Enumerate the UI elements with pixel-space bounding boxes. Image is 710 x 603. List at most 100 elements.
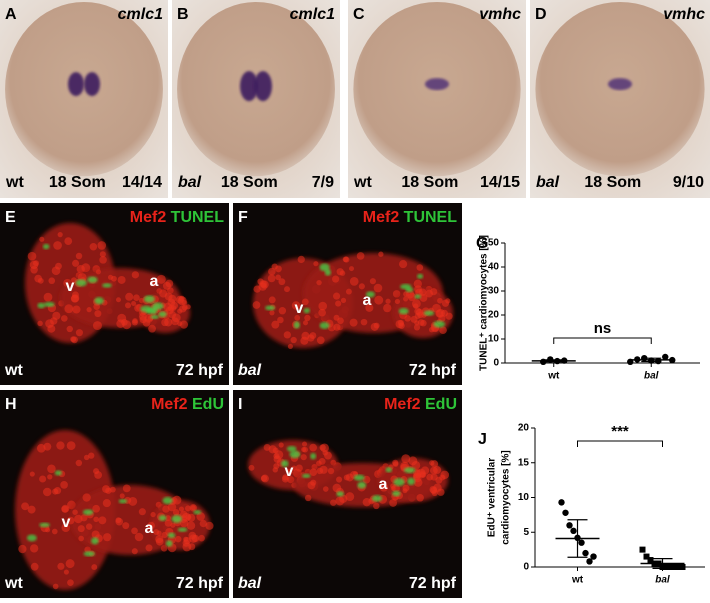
panel-letter: E: [5, 209, 16, 226]
nucleus: [429, 460, 435, 466]
nucleus: [309, 468, 318, 476]
point: [667, 564, 674, 570]
nucleus: [93, 516, 99, 523]
nucleus: [131, 548, 138, 555]
nucleus: [72, 305, 81, 314]
y-tick-label: 40: [488, 262, 500, 273]
stage: 72 hpf: [409, 575, 457, 592]
nucleus: [349, 318, 358, 327]
panel-letter: A: [5, 6, 17, 23]
genotype: bal: [178, 174, 202, 191]
nucleus: [394, 298, 401, 305]
nucleus: [415, 308, 424, 316]
nucleus: [268, 296, 276, 304]
y-axis-label: EdU⁺ ventricular: [487, 458, 498, 537]
y-tick-label: 10: [518, 492, 530, 503]
nucleus: [333, 323, 341, 331]
nucleus: [307, 334, 315, 342]
nucleus: [316, 460, 322, 467]
nucleus: [420, 466, 430, 475]
nucleus: [83, 454, 90, 461]
nucleus: [29, 544, 39, 553]
stage: 18 Som: [221, 174, 278, 191]
nucleus: [98, 516, 107, 525]
gene-label: cmlc1: [118, 6, 163, 23]
nucleus: [267, 274, 276, 283]
nucleus: [416, 264, 424, 271]
count: 14/14: [122, 174, 162, 191]
y-tick-label: 15: [518, 457, 530, 468]
nucleus: [281, 475, 289, 483]
nucleus: [94, 471, 103, 479]
nucleus: [332, 275, 340, 283]
point: [562, 509, 569, 516]
nucleus: [67, 579, 74, 586]
nucleus: [287, 343, 293, 350]
nucleus: [115, 297, 121, 303]
nucleus: [185, 514, 192, 520]
nucleus: [63, 569, 69, 575]
nucleus: [373, 502, 380, 510]
nucleus: [82, 493, 91, 502]
nucleus: [419, 294, 428, 302]
y-tick-label: 20: [518, 423, 530, 434]
panel-letter: H: [5, 396, 17, 413]
nucleus: [162, 281, 172, 290]
y-tick-label: 5: [523, 527, 529, 538]
green-cell: [324, 269, 331, 276]
nucleus: [302, 320, 309, 326]
y-tick-label: 10: [488, 334, 500, 345]
nucleus: [156, 274, 166, 284]
nucleus: [290, 336, 297, 344]
stain-labels: Mef2 EdU: [151, 396, 224, 413]
nucleus: [248, 464, 255, 471]
y-tick-label: 20: [488, 310, 500, 321]
nucleus: [389, 498, 398, 507]
nucleus: [52, 583, 59, 590]
point: [639, 546, 646, 553]
nucleus: [184, 505, 192, 512]
nucleus: [430, 473, 438, 481]
stage: 18 Som: [584, 174, 641, 191]
panel-letter: F: [238, 209, 248, 226]
panel-letter: G: [476, 235, 488, 252]
point: [647, 557, 654, 564]
region-label: a: [145, 520, 154, 537]
nucleus: [170, 522, 176, 528]
nucleus: [119, 493, 125, 499]
x-tick-label: wt: [571, 575, 584, 586]
nucleus: [131, 527, 138, 535]
nucleus: [86, 307, 92, 313]
nucleus: [21, 502, 29, 511]
region-label: a: [150, 273, 159, 290]
nucleus: [416, 494, 424, 502]
nucleus: [161, 318, 169, 327]
y-tick-label: 0: [493, 358, 499, 369]
stain-labels: Mef2 TUNEL: [363, 209, 457, 226]
nucleus: [196, 512, 205, 521]
nucleus: [18, 544, 27, 554]
nucleus: [61, 505, 69, 513]
nucleus: [122, 320, 132, 330]
green-cell: [265, 305, 276, 311]
nucleus: [273, 463, 280, 470]
green-cell: [26, 534, 37, 542]
nucleus: [133, 294, 140, 302]
stain1: Mef2: [130, 209, 167, 226]
nucleus: [330, 459, 337, 466]
green-cell: [171, 515, 183, 523]
nucleus: [53, 487, 62, 495]
panel-letter: C: [353, 6, 365, 23]
nucleus: [415, 472, 422, 479]
nucleus: [34, 274, 43, 283]
nucleus: [165, 515, 172, 522]
nucleus: [360, 318, 368, 326]
nucleus: [150, 511, 156, 518]
nucleus: [301, 298, 309, 306]
green-cell: [44, 301, 55, 307]
nucleus: [30, 562, 39, 571]
nucleus: [258, 282, 267, 291]
nucleus: [72, 259, 80, 267]
nucleus: [295, 464, 303, 472]
